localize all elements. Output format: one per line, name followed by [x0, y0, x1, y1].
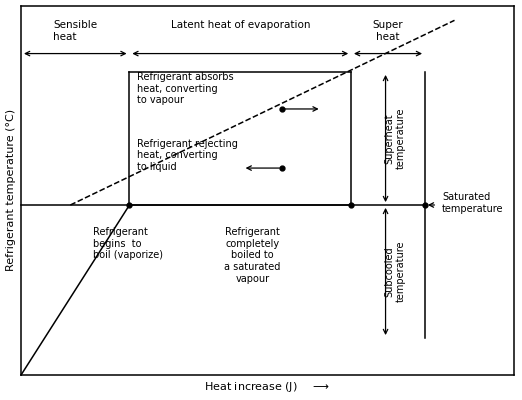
Text: Refrigerant rejecting
heat, converting
to liquid: Refrigerant rejecting heat, converting t… [137, 138, 238, 172]
Text: Superheat
temperature: Superheat temperature [385, 108, 406, 169]
X-axis label: Heat increase (J)    $\longrightarrow$: Heat increase (J) $\longrightarrow$ [204, 380, 330, 394]
Y-axis label: Refrigerant temperature (°C): Refrigerant temperature (°C) [6, 109, 16, 271]
Text: Subcooled
temperature: Subcooled temperature [385, 241, 406, 302]
Text: Saturated
temperature: Saturated temperature [442, 192, 504, 214]
Text: Super
heat: Super heat [373, 20, 404, 42]
Text: Sensible
heat: Sensible heat [53, 20, 97, 42]
Text: Refrigerant absorbs
heat, converting
to vapour: Refrigerant absorbs heat, converting to … [137, 72, 233, 105]
Text: Refrigerant
begins  to
boil (vaporize): Refrigerant begins to boil (vaporize) [92, 227, 162, 260]
Text: Latent heat of evaporation: Latent heat of evaporation [171, 20, 310, 30]
Text: Refrigerant
completely
boiled to
a saturated
vapour: Refrigerant completely boiled to a satur… [224, 227, 281, 284]
